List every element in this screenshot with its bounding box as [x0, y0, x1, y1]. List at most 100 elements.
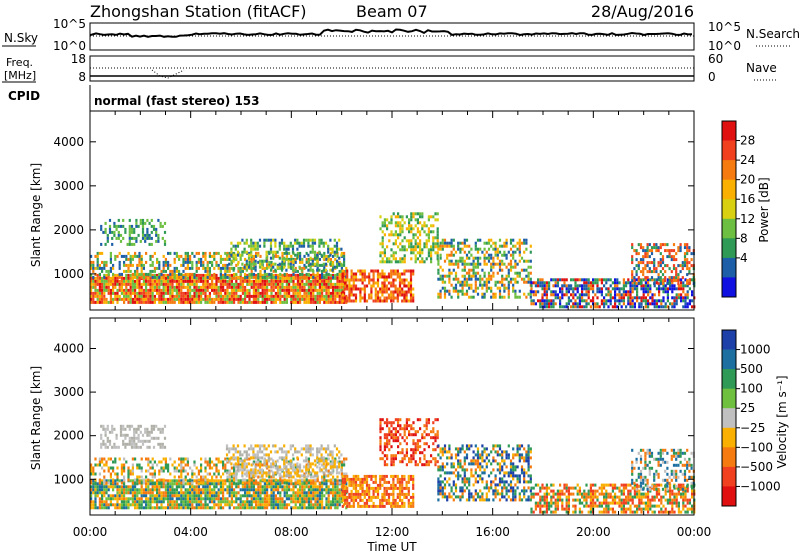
data-cell	[274, 482, 277, 486]
colorbar-swatch	[722, 238, 736, 259]
data-cell	[98, 266, 101, 270]
data-cell	[171, 497, 174, 501]
data-cell	[657, 261, 660, 265]
data-cell	[98, 497, 101, 501]
data-cell	[103, 260, 106, 264]
data-cell	[618, 290, 621, 294]
data-cell	[607, 278, 610, 282]
data-cell	[468, 256, 471, 260]
data-cell	[156, 488, 159, 492]
data-cell	[379, 227, 382, 231]
data-cell	[281, 479, 284, 483]
data-cell	[114, 503, 117, 507]
data-cell	[186, 479, 189, 483]
data-cell	[292, 485, 295, 489]
data-cell	[310, 297, 313, 301]
data-cell	[266, 479, 269, 483]
data-cell	[338, 288, 341, 292]
data-cell	[436, 227, 439, 231]
data-cell	[173, 503, 176, 507]
data-cell	[498, 238, 502, 242]
data-cell	[490, 265, 493, 269]
data-cell	[147, 460, 150, 464]
data-cell	[213, 266, 216, 270]
data-cell	[105, 485, 108, 489]
data-cell	[688, 267, 691, 271]
data-cell	[427, 218, 430, 222]
data-cell	[230, 497, 233, 501]
data-cell	[135, 224, 138, 228]
data-cell	[316, 503, 319, 507]
data-cell	[581, 296, 584, 300]
data-cell	[329, 279, 332, 283]
data-cell	[213, 494, 216, 498]
data-cell	[254, 259, 257, 263]
data-cell	[640, 302, 643, 306]
data-cell	[587, 296, 590, 300]
data-cell	[255, 494, 258, 498]
data-cell	[303, 291, 306, 295]
data-cell	[664, 302, 667, 306]
data-cell	[583, 299, 586, 303]
data-cell	[661, 273, 665, 277]
data-cell	[200, 491, 203, 495]
data-cell	[175, 291, 178, 295]
data-cell	[98, 251, 101, 255]
data-cell	[202, 276, 205, 280]
data-cell	[246, 291, 249, 295]
data-cell	[316, 268, 319, 272]
data-cell	[272, 494, 275, 498]
data-cell	[184, 482, 187, 486]
data-cell	[567, 299, 570, 303]
data-cell	[149, 466, 152, 470]
data-cell	[325, 254, 328, 258]
data-cell	[263, 485, 266, 489]
data-cell	[448, 241, 451, 245]
data-cell	[160, 497, 163, 501]
data-cell	[639, 270, 643, 274]
data-cell	[432, 230, 435, 234]
data-cell	[261, 485, 264, 489]
data-cell	[487, 280, 491, 284]
data-cell	[131, 279, 134, 283]
data-cell	[219, 503, 222, 507]
data-cell	[677, 249, 680, 253]
data-cell	[134, 300, 137, 304]
data-cell	[160, 300, 163, 304]
data-cell	[638, 296, 641, 300]
data-cell	[145, 251, 148, 255]
data-cell	[372, 269, 375, 273]
data-cell	[191, 485, 194, 489]
data-cell	[459, 247, 462, 251]
data-cell	[114, 494, 117, 498]
data-cell	[200, 263, 203, 267]
data-cell	[222, 463, 225, 467]
data-cell	[208, 460, 211, 464]
data-cell	[283, 285, 286, 289]
data-cell	[294, 268, 297, 272]
data-cell	[219, 272, 222, 276]
data-cell	[263, 488, 266, 492]
data-cell	[419, 212, 422, 216]
data-cell	[252, 485, 255, 489]
data-cell	[394, 233, 397, 237]
data-cell	[639, 261, 643, 265]
data-cell	[578, 293, 581, 297]
data-cell	[285, 479, 288, 483]
data-cell	[642, 267, 645, 271]
data-cell	[186, 482, 189, 486]
data-cell	[554, 302, 557, 306]
data-cell	[642, 258, 645, 262]
data-cell	[98, 506, 101, 510]
data-cell	[118, 272, 121, 276]
data-cell	[336, 276, 339, 280]
data-cell	[125, 297, 128, 301]
data-cell	[673, 296, 676, 300]
data-cell	[476, 256, 480, 260]
data-cell	[278, 247, 281, 251]
data-cell	[147, 485, 150, 489]
data-cell	[454, 259, 458, 263]
data-cell	[90, 276, 93, 280]
data-cell	[368, 278, 371, 282]
data-cell	[314, 485, 317, 489]
